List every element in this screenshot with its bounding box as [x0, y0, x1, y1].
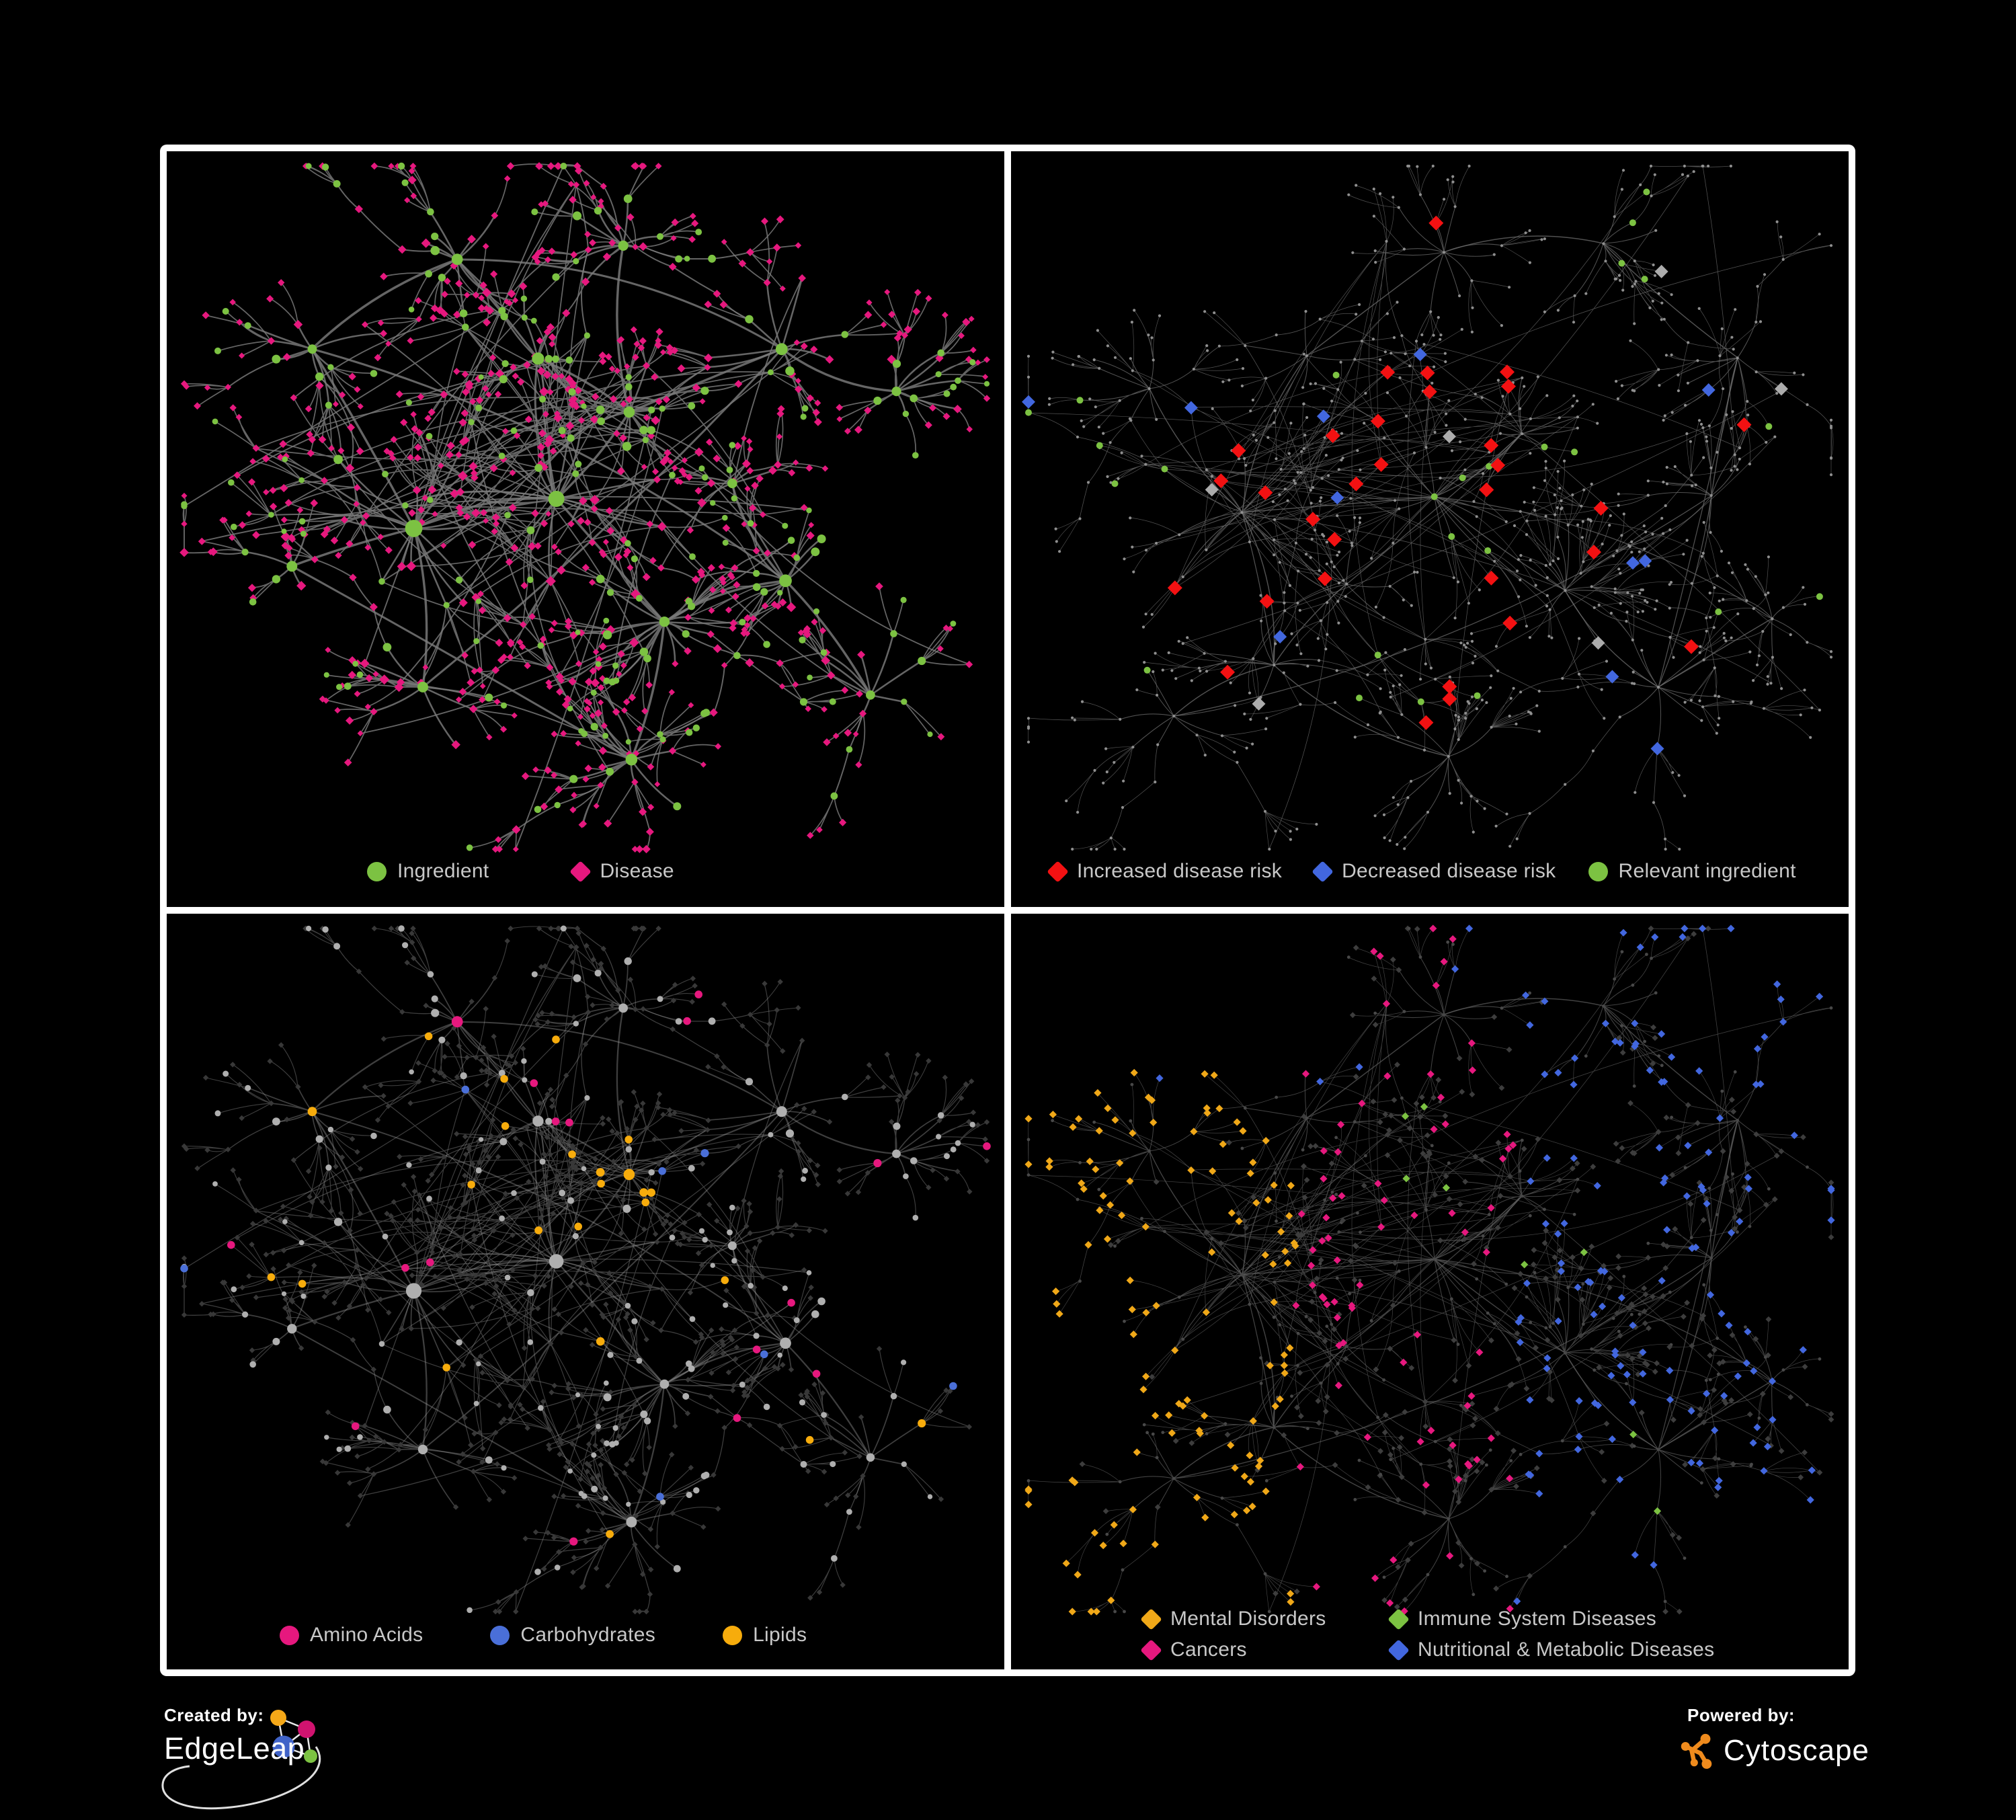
circle-swatch-icon: [1588, 861, 1608, 881]
legend-disease-risk: Increased disease risk Decreased disease …: [1047, 860, 1796, 883]
edgeleap-wordmark: EdgeLeap: [164, 1731, 305, 1766]
powered-by-label: Powered by:: [1687, 1705, 1796, 1725]
cytoscape-logo-icon: [1681, 1733, 1712, 1769]
circle-swatch-icon: [723, 1625, 743, 1645]
legend-item-amino-acids: Amino Acids: [280, 1624, 423, 1647]
legend-item-lipids: Lipids: [723, 1624, 807, 1647]
legend-label: Lipids: [753, 1624, 807, 1646]
legend-item-decreased-disease-risk: Decreased disease risk: [1312, 860, 1556, 883]
circle-swatch-icon: [490, 1625, 510, 1645]
diamond-swatch-icon: [1140, 1608, 1162, 1630]
network-graph-metabolite-classes: [180, 925, 991, 1615]
diamond-swatch-icon: [1387, 1608, 1410, 1630]
legend-item-immune-system-diseases: Immune System Diseases: [1387, 1608, 1714, 1630]
legend-ingredient-disease: Ingredient Disease: [367, 860, 674, 883]
legend-label: Mental Disorders: [1170, 1608, 1326, 1630]
legend-label: Increased disease risk: [1077, 860, 1283, 882]
panel-disease-categories: Mental Disorders Immune System Diseases Ca…: [1011, 914, 1849, 1669]
network-graph-disease-categories: [1024, 924, 1835, 1616]
legend-label: Nutritional & Metabolic Diseases: [1418, 1638, 1715, 1661]
panel-metabolite-classes: Amino Acids Carbohydrates Lipids: [167, 914, 1004, 1669]
diamond-swatch-icon: [1312, 860, 1334, 883]
legend-label: Carbohydrates: [520, 1624, 656, 1646]
legend-item-mental-disorders: Mental Disorders: [1140, 1608, 1390, 1630]
figure-board: Ingredient Disease Increased disease risk…: [160, 145, 1855, 1676]
legend-item-ingredient: Ingredient: [367, 860, 489, 883]
legend-item-cancers: Cancers: [1140, 1638, 1390, 1661]
cytoscape-wordmark: Cytoscape: [1724, 1734, 1869, 1767]
diamond-swatch-icon: [569, 860, 592, 883]
network-graph-disease-risk: [1022, 164, 1834, 851]
legend-label: Disease: [600, 860, 674, 882]
legend-label: Relevant ingredient: [1618, 860, 1796, 882]
legend-item-nutritional-metabolic-diseases: Nutritional & Metabolic Diseases: [1387, 1638, 1715, 1661]
diamond-swatch-icon: [1047, 860, 1069, 883]
legend-label: Ingredient: [397, 860, 489, 882]
legend-disease-categories: Mental Disorders Immune System Diseases Ca…: [1140, 1608, 1715, 1661]
powered-by-brand: Powered by: Cytoscape: [1679, 1705, 1995, 1806]
panel-disease-risk: Increased disease risk Decreased disease …: [1011, 151, 1849, 907]
diamond-swatch-icon: [1140, 1638, 1162, 1661]
legend-metabolite-classes: Amino Acids Carbohydrates Lipids: [280, 1624, 807, 1647]
created-by-brand: Created by: EdgeLeap: [156, 1705, 438, 1819]
legend-item-carbohydrates: Carbohydrates: [490, 1624, 655, 1647]
network-graph-ingredient-disease: [179, 162, 991, 854]
legend-label: Amino Acids: [310, 1624, 424, 1646]
legend-label: Cancers: [1170, 1638, 1247, 1661]
created-by-label: Created by:: [164, 1705, 264, 1725]
legend-item-relevant-ingredient: Relevant ingredient: [1588, 860, 1796, 883]
legend-label: Immune System Diseases: [1418, 1608, 1657, 1630]
circle-swatch-icon: [280, 1625, 299, 1645]
legend-label: Decreased disease risk: [1342, 860, 1556, 882]
circle-swatch-icon: [367, 861, 387, 881]
legend-item-disease: Disease: [569, 860, 674, 883]
panel-ingredient-disease: Ingredient Disease: [167, 151, 1004, 907]
diamond-swatch-icon: [1387, 1638, 1410, 1661]
legend-item-increased-disease-risk: Increased disease risk: [1047, 860, 1283, 883]
